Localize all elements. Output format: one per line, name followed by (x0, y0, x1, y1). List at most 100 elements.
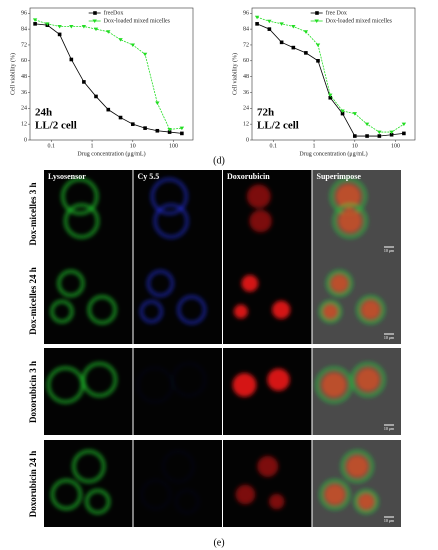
marker (57, 24, 62, 29)
annotation: 24h (35, 107, 52, 119)
micrograph (223, 440, 312, 527)
marker (33, 22, 37, 26)
marker (377, 130, 382, 135)
micrograph: 10 μm (312, 257, 401, 344)
cell (356, 295, 386, 325)
cells (61, 177, 100, 239)
cells (140, 449, 200, 515)
y-tick-label: 84 (243, 26, 249, 32)
micrograph (133, 440, 222, 527)
legend-label: free Dox (326, 9, 347, 16)
y-tick-label: 48 (243, 74, 249, 80)
marker (304, 51, 308, 55)
marker (267, 19, 272, 24)
marker (340, 111, 345, 116)
x-tick-label: 0.1 (270, 143, 278, 149)
cells (318, 269, 386, 325)
cell (246, 184, 271, 209)
image-background (223, 257, 312, 344)
column-header: Cy 5.5 (138, 172, 160, 181)
marker (45, 22, 50, 26)
micrograph: Cy 5.5 (133, 170, 222, 257)
column-header: Superimpose (317, 172, 362, 181)
x-tick-label: 100 (391, 143, 400, 149)
cell (340, 449, 374, 483)
legend-label: Dox-loaded mixed micelles (104, 18, 171, 24)
marker (315, 43, 321, 47)
plot-frame (29, 7, 194, 141)
micrograph (223, 348, 312, 435)
row-label: Dox-micelles 3 h (28, 183, 38, 246)
y-tick-label: 0 (246, 137, 249, 143)
scale-bar-label: 10 μm (384, 518, 395, 523)
series-line (34, 19, 182, 130)
marker (377, 134, 382, 138)
y-tick-label: 0 (24, 137, 27, 143)
marker (389, 132, 394, 137)
cell (338, 209, 363, 234)
marker (167, 130, 172, 134)
y-tick-label: 96 (243, 11, 249, 17)
marker (402, 131, 406, 136)
legend-label: freeDox (104, 9, 124, 16)
cell (257, 455, 279, 477)
y-axis-label: Cell viability (%) (9, 53, 16, 95)
x-tick-label: 100 (169, 143, 178, 149)
marker (69, 24, 74, 29)
cell (171, 362, 207, 398)
x-tick-label: 10 (352, 143, 358, 149)
marker (81, 24, 87, 29)
cell (72, 449, 106, 483)
cells (246, 184, 272, 233)
marker (267, 27, 272, 31)
marker (353, 134, 357, 138)
cell (249, 209, 272, 233)
cells (319, 449, 379, 515)
y-tick-label: 36 (243, 90, 249, 96)
image-background (44, 170, 133, 257)
cell (233, 304, 248, 319)
cell (355, 367, 380, 392)
cell (318, 300, 342, 324)
x-tick-label: 1 (313, 143, 316, 149)
image-background (312, 257, 401, 344)
cells (233, 275, 291, 319)
cell (177, 295, 207, 325)
image-background (44, 257, 133, 344)
y-tick-label: 60 (243, 58, 249, 64)
micrograph: Doxorubicin (223, 170, 312, 257)
marker (82, 80, 86, 84)
y-tick-label: 12 (21, 122, 27, 128)
marker (131, 122, 135, 126)
legend-marker (93, 11, 97, 15)
marker (155, 128, 160, 133)
legend-marker (314, 19, 319, 23)
cell (267, 368, 290, 391)
marker (352, 112, 358, 116)
y-tick-label: 24 (243, 106, 249, 112)
legend-marker (315, 11, 319, 15)
marker (279, 40, 284, 45)
y-tick-label: 36 (21, 90, 27, 96)
cell (81, 362, 117, 398)
scale-bar-label: 10 μm (384, 426, 395, 431)
marker (143, 126, 147, 130)
cells (50, 449, 111, 515)
marker (94, 94, 98, 99)
marker (389, 130, 394, 135)
series-line (256, 16, 405, 133)
x-axis-label: Drug concentration (μg/mL) (77, 150, 145, 157)
cell (136, 366, 174, 404)
cell (150, 177, 188, 215)
marker (57, 32, 62, 37)
cells (136, 362, 207, 404)
marker (291, 45, 296, 50)
marker (167, 127, 172, 132)
y-tick-label: 12 (243, 122, 249, 128)
marker (340, 109, 345, 113)
marker (118, 115, 123, 120)
micrograph (44, 257, 133, 344)
row-label: Doxorubicin 24 h (28, 451, 38, 518)
cell (174, 489, 200, 515)
cells (139, 269, 207, 325)
